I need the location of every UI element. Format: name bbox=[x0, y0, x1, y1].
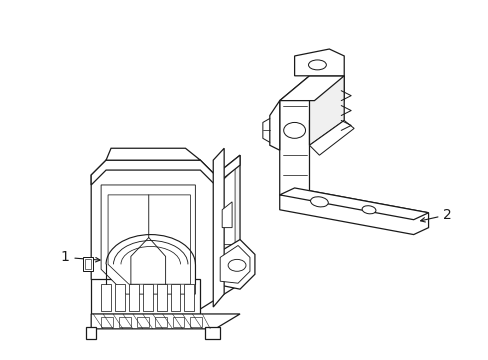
Polygon shape bbox=[101, 185, 195, 294]
Polygon shape bbox=[129, 284, 139, 311]
Polygon shape bbox=[154, 317, 166, 327]
Text: 1: 1 bbox=[61, 251, 100, 264]
Polygon shape bbox=[91, 279, 200, 314]
Polygon shape bbox=[190, 317, 202, 327]
Polygon shape bbox=[222, 202, 232, 228]
Polygon shape bbox=[91, 314, 240, 329]
Ellipse shape bbox=[362, 206, 375, 214]
Ellipse shape bbox=[283, 122, 305, 138]
Polygon shape bbox=[101, 317, 113, 327]
Polygon shape bbox=[215, 155, 240, 255]
Polygon shape bbox=[215, 239, 254, 289]
Polygon shape bbox=[142, 284, 152, 311]
Polygon shape bbox=[119, 317, 131, 327]
Polygon shape bbox=[269, 100, 279, 150]
Polygon shape bbox=[215, 155, 240, 185]
Polygon shape bbox=[213, 148, 224, 307]
Polygon shape bbox=[115, 284, 124, 311]
Polygon shape bbox=[91, 160, 240, 309]
Ellipse shape bbox=[228, 260, 245, 271]
Polygon shape bbox=[184, 284, 194, 311]
Polygon shape bbox=[137, 317, 148, 327]
Polygon shape bbox=[279, 76, 344, 100]
Polygon shape bbox=[101, 284, 111, 311]
Polygon shape bbox=[279, 188, 427, 220]
Polygon shape bbox=[309, 76, 344, 145]
Polygon shape bbox=[205, 327, 220, 339]
Polygon shape bbox=[294, 49, 344, 76]
Polygon shape bbox=[218, 168, 235, 244]
Ellipse shape bbox=[308, 60, 325, 70]
Polygon shape bbox=[108, 195, 190, 284]
Polygon shape bbox=[170, 284, 180, 311]
Polygon shape bbox=[220, 246, 249, 283]
Text: 2: 2 bbox=[420, 208, 451, 222]
Polygon shape bbox=[91, 160, 215, 185]
Polygon shape bbox=[83, 257, 93, 271]
Polygon shape bbox=[86, 327, 96, 339]
Polygon shape bbox=[279, 76, 344, 195]
Ellipse shape bbox=[310, 197, 327, 207]
Polygon shape bbox=[172, 317, 184, 327]
Polygon shape bbox=[85, 260, 91, 269]
Polygon shape bbox=[279, 188, 427, 235]
Polygon shape bbox=[309, 121, 353, 155]
Polygon shape bbox=[106, 148, 200, 160]
Polygon shape bbox=[156, 284, 166, 311]
